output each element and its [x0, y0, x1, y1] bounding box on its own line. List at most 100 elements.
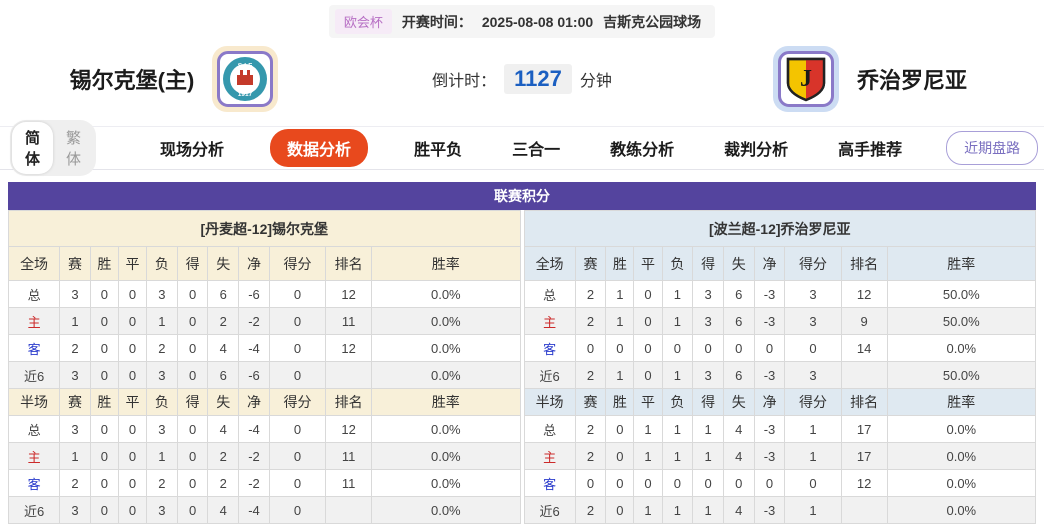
column-header-row: 全场赛胜平负得失净得分 排名 胜率	[7, 246, 521, 281]
column-header: 净	[238, 388, 270, 416]
stat-cell: 0	[176, 496, 209, 524]
row-label: 近6	[523, 361, 576, 389]
venue-name: 吉斯克公园球场	[603, 13, 702, 30]
stat-cell: 4	[207, 334, 240, 362]
stat-cell: 0	[89, 415, 119, 443]
stat-cell	[840, 361, 888, 389]
stat-cell: 1	[661, 496, 694, 524]
stat-cell: 0	[661, 469, 694, 497]
row-label: 总	[7, 280, 61, 308]
lang-simplified-button[interactable]: 简体	[12, 122, 54, 174]
lang-traditional-button[interactable]: 繁体	[66, 130, 82, 168]
away-team-logo: J	[772, 46, 839, 112]
stat-cell: 0	[89, 361, 119, 389]
column-header: 得	[176, 246, 209, 281]
away-logo-frame: J	[777, 51, 834, 107]
svg-text:1917: 1917	[238, 91, 253, 98]
column-header: 半场	[523, 388, 576, 416]
stat-cell: 3	[146, 415, 178, 443]
stat-cell: 0	[117, 334, 148, 362]
tab-expert-picks[interactable]: 高手推荐	[838, 142, 903, 159]
stat-cell: 50.0%	[886, 307, 1037, 335]
stat-cell: 3	[692, 280, 724, 308]
stat-cell: 0	[268, 442, 327, 470]
row-label: 总	[7, 415, 61, 443]
stat-cell: 2	[574, 415, 607, 443]
stat-cell: 12	[840, 280, 888, 308]
column-header: 赛	[59, 388, 91, 416]
standings-left: [丹麦超-12]锡尔克堡 全场赛胜平负得失净得分 排名 胜率总 3 0 0 3 0 6 -6 0 12 0…	[7, 210, 521, 524]
stat-cell: 17	[840, 415, 888, 443]
stat-cell: -3	[753, 361, 786, 389]
stat-cell: 0	[117, 361, 148, 389]
home-crest-icon: S·I·F 1917	[223, 57, 268, 101]
stat-cell: 2	[574, 496, 607, 524]
stat-cell: 4	[207, 496, 240, 524]
stat-cell: 1	[661, 415, 694, 443]
column-header: 得分	[784, 246, 842, 281]
stat-cell: 0	[784, 334, 842, 362]
team-subtitle: [丹麦超-12]锡尔克堡	[8, 210, 521, 247]
tab-win-draw-loss[interactable]: 胜平负	[414, 142, 463, 159]
column-header: 得	[692, 388, 724, 416]
tab-three-in-one[interactable]: 三合一	[512, 142, 561, 159]
stat-cell: 3	[59, 415, 91, 443]
countdown: 倒计时： 1127 分钟	[432, 64, 612, 94]
stat-cell: 1	[605, 361, 635, 389]
row-label: 近6	[7, 496, 61, 524]
stat-cell: -3	[753, 280, 786, 308]
column-header: 排名	[840, 246, 888, 281]
stat-cell: 0.0%	[886, 334, 1037, 362]
column-header: 负	[661, 388, 694, 416]
stat-cell: 0.0%	[371, 415, 521, 443]
team-subtitle-row: [波兰超-12]乔治罗尼亚	[523, 210, 1036, 247]
match-info-bar: 欧会杯 开赛时间： 2025-08-08 01:00 吉斯克公园球场	[0, 0, 1044, 38]
row-label: 主	[7, 442, 61, 470]
stat-cell: 0	[117, 307, 148, 335]
row-label: 主	[7, 307, 61, 335]
column-header-row: 半场赛胜平负得失净得分 排名 胜率	[7, 388, 521, 416]
tab-live-analysis[interactable]: 现场分析	[160, 142, 225, 159]
analysis-tabs: 现场分析 数据分析 胜平负 三合一 教练分析 裁判分析 高手推荐	[156, 129, 906, 167]
stat-cell: 0	[605, 415, 635, 443]
stat-cell: 3	[692, 307, 724, 335]
column-header: 全场	[523, 246, 576, 281]
stat-cell: 0	[268, 469, 327, 497]
tab-referee-analysis[interactable]: 裁判分析	[724, 142, 789, 159]
tab-coach-analysis[interactable]: 教练分析	[610, 142, 675, 159]
column-header: 胜	[89, 388, 119, 416]
stat-cell: 2	[574, 280, 607, 308]
stat-cell: 4	[722, 496, 755, 524]
recent-odds-button[interactable]: 近期盘路	[946, 131, 1039, 165]
stat-cell: 1	[605, 280, 635, 308]
stat-cell: 0	[176, 469, 209, 497]
stat-cell: 1	[146, 307, 178, 335]
stat-cell: 0	[605, 334, 635, 362]
stat-cell: 6	[722, 361, 755, 389]
stat-cell: 3	[59, 361, 91, 389]
stat-cell: 0	[268, 496, 327, 524]
countdown-label: 倒计时：	[432, 73, 497, 90]
stat-cell: 0	[117, 415, 148, 443]
stat-cell: 4	[722, 415, 755, 443]
stat-cell: 11	[325, 469, 373, 497]
stat-cell: 0	[753, 469, 786, 497]
stat-cell: 1	[59, 307, 91, 335]
stat-cell: 0	[117, 442, 148, 470]
stat-cell: 11	[325, 442, 373, 470]
tab-data-analysis[interactable]: 数据分析	[270, 129, 369, 167]
stat-cell: 0.0%	[371, 280, 521, 308]
stat-cell: 2	[207, 307, 240, 335]
nav-bar: 简体 繁体 现场分析 数据分析 胜平负 三合一 教练分析 裁判分析 高手推荐 近…	[0, 120, 1044, 176]
column-header: 赛	[574, 388, 607, 416]
stat-cell: 0.0%	[886, 469, 1037, 497]
stat-cell: 0	[176, 280, 209, 308]
stat-cell: 0	[117, 496, 148, 524]
stat-cell: 0.0%	[886, 496, 1037, 524]
stat-cell: 3	[59, 280, 91, 308]
stat-cell: -2	[238, 442, 270, 470]
svg-text:S·I·F: S·I·F	[238, 63, 252, 70]
column-header: 平	[633, 246, 663, 281]
column-header: 赛	[59, 246, 91, 281]
stat-cell: -4	[238, 496, 270, 524]
